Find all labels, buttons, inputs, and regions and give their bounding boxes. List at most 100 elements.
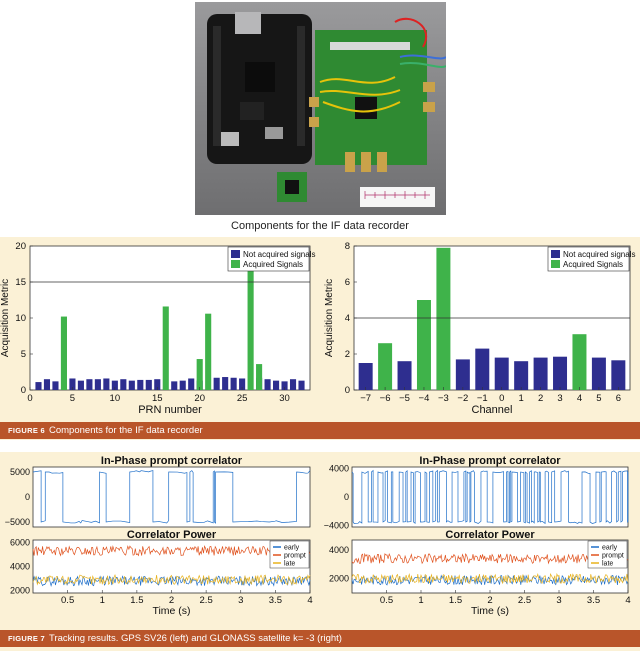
- acquired-bar: [247, 248, 254, 390]
- x-tick-label: 3: [556, 595, 561, 606]
- x-tick-label: 0: [27, 393, 32, 404]
- not-acquired-bar: [86, 379, 93, 390]
- plot-title: In-Phase prompt correlator: [101, 455, 243, 467]
- x-tick-label: −5: [399, 393, 410, 404]
- x-tick-label: −6: [380, 393, 391, 404]
- not-acquired-bar: [69, 378, 76, 390]
- ruler: [360, 187, 435, 207]
- plot-area: [351, 466, 629, 528]
- not-acquired-bar: [591, 357, 606, 390]
- x-tick-label: 0.5: [380, 595, 393, 606]
- y-tick-label: 2000: [329, 574, 349, 584]
- not-acquired-bar: [145, 379, 152, 390]
- x-tick-label: −4: [419, 393, 430, 404]
- not-acquired-bar: [533, 357, 548, 390]
- x-tick-label: −2: [457, 393, 468, 404]
- x-tick-label: 1: [519, 393, 524, 404]
- y-tick-label: 0: [25, 492, 30, 502]
- x-tick-label: 1: [418, 595, 423, 606]
- not-acquired-bar: [137, 379, 144, 390]
- not-acquired-bar: [77, 380, 84, 390]
- x-tick-label: 3.5: [587, 595, 600, 606]
- figure7-caption-bar: FIGURE 7 Tracking results. GPS SV26 (left…: [0, 630, 640, 647]
- photo-illustration: [195, 2, 446, 215]
- acquired-bar: [162, 306, 169, 390]
- x-tick-label: 1.5: [130, 595, 143, 606]
- y-tick-label: 5: [21, 349, 26, 360]
- prompt-series: [32, 545, 311, 557]
- x-tick-label: 5: [70, 393, 75, 404]
- legend-label: prompt: [284, 553, 306, 560]
- x-tick-label: 6: [616, 393, 621, 404]
- legend-label: Acquired Signals: [563, 260, 623, 269]
- legend: [547, 246, 630, 272]
- plot-area: [32, 466, 311, 528]
- y-tick-label: 4000: [329, 545, 349, 555]
- x-tick-label: 25: [237, 393, 248, 404]
- x-tick-label: 3: [238, 595, 243, 606]
- plot-title: Correlator Power: [445, 529, 535, 541]
- not-acquired-bar: [230, 377, 237, 390]
- not-acquired-bar: [264, 379, 271, 390]
- plot-area: [351, 539, 629, 594]
- x-tick-label: 2: [169, 595, 174, 606]
- not-acquired-bar: [94, 379, 101, 390]
- legend-label: early: [284, 545, 300, 552]
- y-axis-label: Acquisition Metric: [324, 279, 335, 357]
- not-acquired-bar: [35, 382, 42, 390]
- x-tick-label: 2: [487, 595, 492, 606]
- x-tick-label: 4: [625, 595, 630, 606]
- legend-swatch: [231, 260, 240, 268]
- legend-label: late: [284, 561, 295, 568]
- x-tick-label: 4: [307, 595, 312, 606]
- not-acquired-bar: [475, 348, 490, 390]
- not-acquired-bar: [455, 359, 470, 390]
- acquired-bar: [572, 334, 587, 390]
- y-tick-label: −4000: [324, 521, 349, 531]
- not-acquired-bar: [397, 361, 412, 390]
- photo-caption: Components for the IF data recorder: [231, 220, 409, 232]
- legend-swatch: [231, 250, 240, 258]
- x-axis-label: Channel: [472, 404, 513, 416]
- legend-label: prompt: [602, 553, 624, 560]
- hardware-photo: [195, 2, 446, 215]
- x-tick-label: 0: [499, 393, 504, 404]
- x-tick-label: 2.5: [518, 595, 531, 606]
- x-tick-label: 1: [100, 595, 105, 606]
- not-acquired-bar: [289, 379, 297, 390]
- x-tick-label: 1.5: [449, 595, 462, 606]
- acquired-bar: [416, 300, 431, 390]
- y-tick-label: 2: [345, 349, 350, 360]
- not-acquired-bar: [281, 381, 288, 390]
- late-series: [351, 572, 629, 585]
- not-acquired-bar: [103, 378, 110, 390]
- acquired-bar: [378, 343, 393, 390]
- not-acquired-bar: [514, 361, 529, 390]
- acquired-bar: [256, 364, 263, 390]
- x-tick-label: 3: [557, 393, 562, 404]
- not-acquired-bar: [358, 363, 373, 390]
- y-tick-label: 6: [345, 277, 350, 288]
- x-tick-label: 10: [110, 393, 121, 404]
- legend-label: early: [602, 545, 618, 552]
- x-tick-label: 3.5: [269, 595, 282, 606]
- figure6-caption-bar: FIGURE 6 Components for the IF data recor…: [0, 422, 640, 439]
- x-axis-label: PRN number: [138, 404, 202, 416]
- x-tick-label: 2.5: [200, 595, 213, 606]
- x-tick-label: 2: [538, 393, 543, 404]
- acquired-bar: [205, 313, 212, 390]
- not-acquired-bar: [611, 360, 626, 390]
- not-acquired-bar: [273, 380, 280, 390]
- acquired-bar: [436, 247, 451, 390]
- x-axis-label: Time (s): [152, 605, 190, 617]
- x-tick-label: −1: [477, 393, 488, 404]
- y-tick-label: 0: [344, 492, 349, 502]
- figure6-label: FIGURE 6: [8, 426, 45, 435]
- prompt-series: [351, 552, 629, 565]
- figure7-charts: In-Phase prompt correlator −5000 0 5000 Corr…: [5, 455, 631, 617]
- rf-frontend-board: [309, 17, 446, 172]
- x-tick-label: 15: [152, 393, 163, 404]
- y-axis-label: Acquisition Metric: [0, 279, 11, 357]
- not-acquired-bar: [188, 378, 195, 390]
